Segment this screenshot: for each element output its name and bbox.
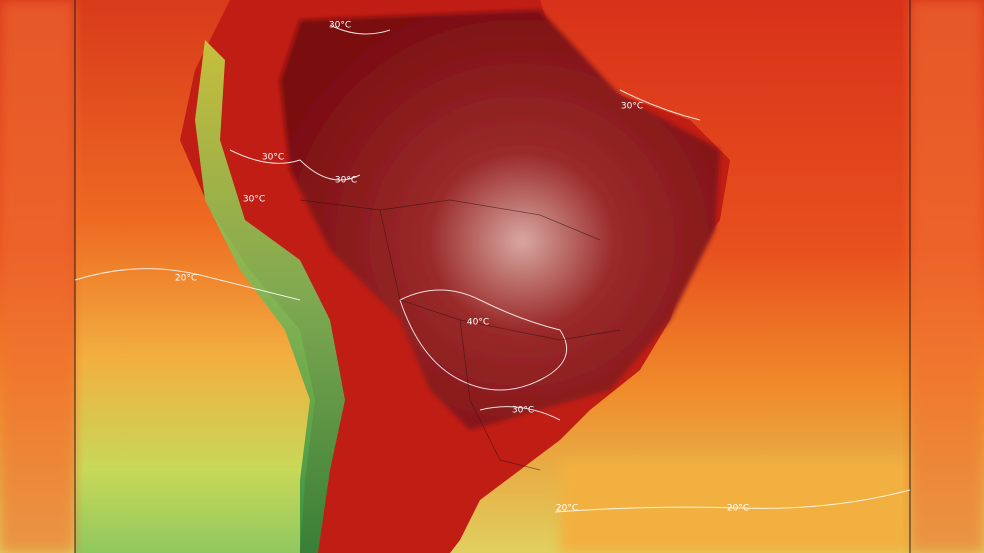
borders xyxy=(299,199,621,471)
contour-label: 30°C xyxy=(262,153,284,163)
andes-cool-strip xyxy=(195,40,345,553)
contour-label: 40°C xyxy=(467,318,489,328)
contour-label: 30°C xyxy=(329,21,351,31)
heat-core xyxy=(280,10,720,430)
contour-label: 30°C xyxy=(512,406,534,416)
south-atlantic xyxy=(560,460,910,553)
contour-label: 20°C xyxy=(556,504,578,514)
left-margin xyxy=(0,0,75,553)
contour-label: 30°C xyxy=(243,195,265,205)
contour-label: 20°C xyxy=(727,504,749,514)
contour-label: 30°C xyxy=(335,176,357,186)
right-margin xyxy=(910,0,984,553)
contour-labels: 30°C 30°C 30°C 30°C 30°C 30°C 40°C 20°C 20°C 20°C xyxy=(175,21,749,514)
contour-label: 20°C xyxy=(175,274,197,284)
contour-label: 30°C xyxy=(621,102,643,112)
map-frame xyxy=(74,0,911,553)
contours xyxy=(74,24,911,513)
